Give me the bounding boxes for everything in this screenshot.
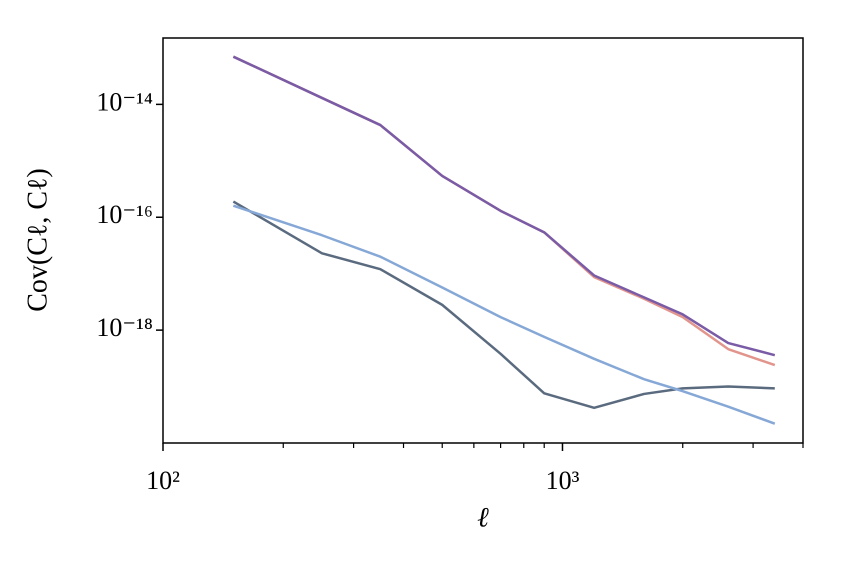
plot-frame <box>162 37 804 444</box>
series-line <box>232 200 775 410</box>
y-tick-label: 10⁻¹⁴ <box>96 87 153 116</box>
series-line <box>232 55 776 357</box>
y-axis-label: Cov(Cℓ, Cℓ) <box>22 168 53 312</box>
x-tick-label: 10³ <box>546 466 580 495</box>
x-axis-label: ℓ <box>477 502 489 533</box>
series-line <box>232 204 776 425</box>
y-tick-label: 10⁻¹⁸ <box>96 313 153 342</box>
y-tick-label: 10⁻¹⁶ <box>96 200 153 229</box>
x-tick-label: 10² <box>146 466 180 495</box>
